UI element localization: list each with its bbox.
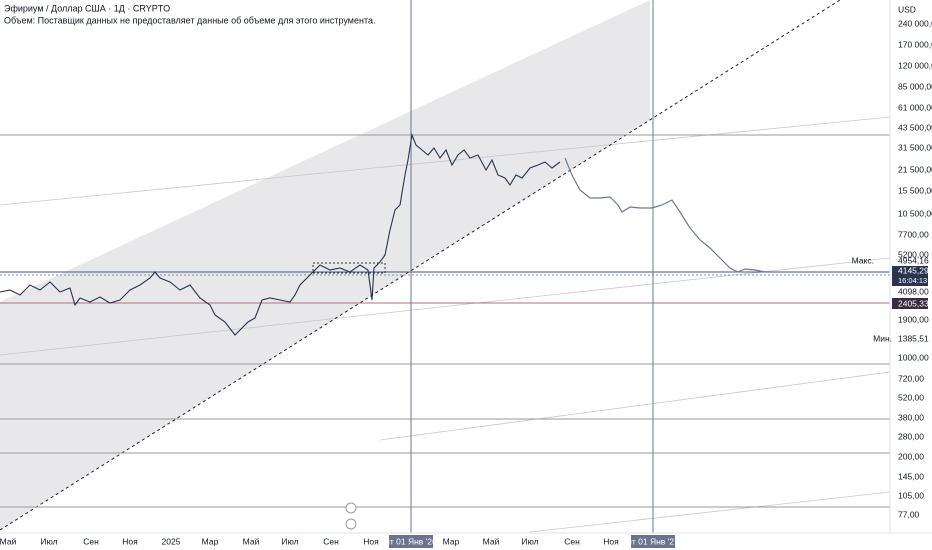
trend-line: [0, 116, 891, 206]
event-icon[interactable]: [345, 518, 357, 530]
line-price: 2405,33: [898, 298, 929, 308]
time-label: Июл: [521, 536, 538, 546]
trend-line: [529, 491, 891, 533]
price-label: 105,00: [898, 490, 924, 500]
channel-fill: [0, 0, 650, 530]
countdown: 16:04:13: [898, 276, 927, 285]
price-label: 170 000,00: [898, 39, 932, 49]
price-label: 10 500,00: [898, 208, 932, 218]
price-label: 7700,00: [898, 229, 929, 239]
max-value: 4954,16: [898, 255, 929, 265]
date-marker: пт 01 Янв '27: [627, 536, 679, 546]
max-label: Макс.: [852, 255, 874, 265]
currency: USD: [898, 4, 916, 14]
date-badge: [389, 535, 433, 548]
price-label: 120 000,00: [898, 60, 932, 70]
price-label: 77,00: [898, 509, 920, 519]
price-label: 5200,00: [898, 249, 929, 259]
time-axis: пт 01 Янв '26 пт 01 Янв '27 Май Июл Сен Ноя…: [0, 535, 679, 548]
price-label: 145,00: [898, 471, 924, 481]
time-label: Сен: [564, 536, 580, 546]
time-label: Июл: [40, 536, 57, 546]
price-label: 31 500,00: [898, 142, 932, 152]
price-label: 1000,00: [898, 352, 929, 362]
price-label: 15 500,00: [898, 185, 932, 195]
price-label: 280,00: [898, 431, 924, 441]
line-badge: [892, 298, 928, 309]
time-label: Сен: [323, 536, 339, 546]
time-label: 2025: [162, 536, 181, 546]
time-label: Ноя: [122, 536, 138, 546]
horizontal-lines: [0, 134, 890, 508]
projection: [564, 157, 766, 273]
price-label: 43 500,00: [898, 122, 932, 132]
time-label: Май: [0, 536, 17, 546]
trend-line: [379, 371, 891, 441]
price-label: 21 500,00: [898, 164, 932, 174]
event-icon[interactable]: [345, 502, 357, 514]
min-value: 1385,51: [898, 333, 929, 343]
date-badge: [631, 535, 675, 548]
time-label: Ноя: [363, 536, 379, 546]
time-label: Май: [483, 536, 500, 546]
price-badge: [892, 266, 928, 286]
price-label: 4098,00: [898, 286, 929, 296]
price-history: [0, 132, 561, 336]
price-label: 240 000,00: [898, 18, 932, 28]
time-label: Сен: [83, 536, 99, 546]
trend-line: [0, 257, 891, 356]
price-label: 720,00: [898, 373, 924, 383]
volume-note: Объем: Поставщик данных не предоставляет…: [4, 15, 376, 25]
price-label: 380,00: [898, 412, 924, 422]
price-label: 200,00: [898, 451, 924, 461]
min-label: Мин.: [873, 333, 892, 343]
range-box: [312, 262, 386, 274]
current-price: 4145,29: [898, 265, 929, 275]
price-label: 85 000,00: [898, 81, 932, 91]
price-label: 61 000,00: [898, 102, 932, 112]
time-label: Ноя: [603, 536, 619, 546]
time-label: Мар: [202, 536, 219, 546]
time-label: Июл: [281, 536, 298, 546]
time-label: Май: [243, 536, 260, 546]
price-axis: USD Макс. 4954,16 Мин. 1385,51 4145,29 1…: [852, 4, 932, 519]
time-label: Мар: [443, 536, 460, 546]
symbol-title: Эфириум / Доллар США · 1Д · CRYPTO: [4, 3, 170, 13]
date-marker: пт 01 Янв '26: [385, 536, 437, 546]
price-label: 1900,00: [898, 314, 929, 324]
price-label: 520,00: [898, 392, 924, 402]
